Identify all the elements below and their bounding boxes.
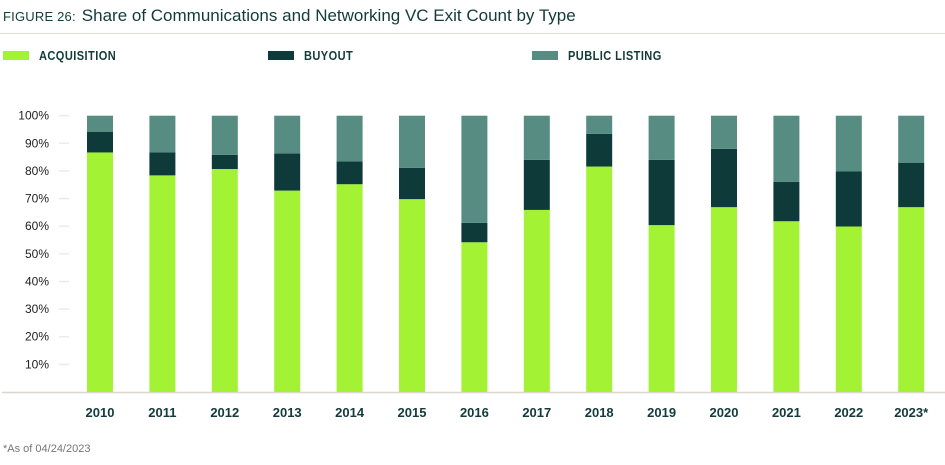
bar-public-listing (586, 115, 613, 134)
bar-acquisition (87, 152, 113, 392)
x-tick-label: 2012 (210, 405, 239, 420)
legend-label: BUYOUT (304, 48, 354, 63)
bar-buyout (399, 167, 425, 200)
bar-public-listing (461, 115, 488, 223)
bar-acquisition (898, 207, 925, 392)
bar-public-listing (523, 115, 550, 160)
y-tick-label: 100% (18, 109, 49, 123)
figure-label: FIGURE 26: (3, 9, 76, 24)
bar-buyout (898, 162, 925, 208)
bar-buyout (149, 152, 176, 176)
chart-title: FIGURE 26: Share of Communications and Ne… (3, 6, 576, 26)
title-text: Share of Communications and Networking V… (81, 6, 576, 25)
y-tick-label: 30% (25, 302, 49, 316)
x-tick-label: 2016 (460, 405, 489, 420)
x-tick-label: 2017 (522, 405, 551, 420)
bar-public-listing (149, 115, 176, 153)
bar-acquisition (211, 169, 238, 392)
bar-acquisition (523, 209, 550, 392)
bar-buyout (336, 161, 363, 185)
x-tick-label: 2022 (834, 405, 863, 420)
bar-buyout (773, 181, 800, 222)
bar-acquisition (274, 190, 301, 392)
bar-buyout (586, 133, 613, 167)
x-tick-label: 2011 (148, 405, 176, 420)
bar-acquisition (399, 199, 425, 392)
bar-acquisition (336, 184, 363, 392)
title-divider (0, 33, 945, 34)
bar-public-listing (211, 115, 238, 155)
bar-buyout (274, 153, 301, 191)
x-tick-label: 2023* (894, 405, 929, 420)
y-tick-label: 10% (25, 357, 49, 371)
y-tick-label: 80% (25, 164, 49, 178)
x-tick-label: 2019 (647, 405, 676, 420)
bar-buyout (648, 159, 675, 226)
bar-public-listing (274, 115, 301, 154)
x-tick-label: 2013 (273, 405, 302, 420)
bar-buyout (523, 159, 550, 210)
bar-public-listing (648, 115, 675, 160)
stacked-bar-chart: 10% 20% 30% 40% 50% 60% 70% 80% 90% 100% 2010 2011 2… (2, 109, 945, 420)
bar-public-listing (898, 115, 925, 163)
legend-label: ACQUISITION (39, 48, 117, 63)
bar-buyout (461, 222, 488, 243)
bar-public-listing (399, 115, 425, 168)
bar-buyout (835, 171, 862, 227)
bar-buyout (211, 154, 238, 170)
bar-acquisition (711, 207, 737, 392)
y-tick-label: 20% (25, 330, 49, 344)
legend-item-public-listing: PUBLIC LISTING (532, 48, 678, 63)
legend-swatch-public-listing (532, 51, 558, 60)
legend-swatch-acquisition (3, 51, 29, 60)
legend-swatch-buyout (268, 51, 294, 60)
x-tick-label: 2010 (86, 405, 115, 420)
bar-public-listing (336, 115, 363, 162)
y-tick-label: 60% (25, 219, 49, 233)
bar-acquisition (773, 221, 800, 392)
bar-public-listing (773, 115, 800, 182)
bar-buyout (87, 132, 113, 153)
bar-public-listing (835, 115, 862, 172)
bar-acquisition (586, 166, 613, 392)
legend-label: PUBLIC LISTING (568, 48, 662, 63)
y-tick-label: 50% (25, 247, 49, 261)
bar-acquisition (835, 226, 862, 392)
y-tick-label: 90% (25, 136, 49, 150)
bar-buyout (711, 148, 737, 208)
x-tick-label: 2020 (710, 405, 739, 420)
x-tick-label: 2018 (585, 405, 614, 420)
x-tick-label: 2014 (335, 405, 365, 420)
bar-public-listing (711, 115, 737, 149)
x-tick-label: 2021 (772, 405, 801, 420)
bar-public-listing (87, 115, 113, 133)
bar-acquisition (149, 175, 176, 392)
y-tick-label: 70% (25, 192, 49, 206)
y-tick-label: 40% (25, 274, 49, 288)
x-tick-label: 2015 (398, 405, 427, 420)
footnote: *As of 04/24/2023 (3, 443, 91, 455)
legend-item-acquisition: ACQUISITION (3, 48, 130, 63)
bar-acquisition (648, 225, 675, 392)
legend-item-buyout: BUYOUT (268, 48, 362, 63)
bar-acquisition (461, 242, 488, 392)
